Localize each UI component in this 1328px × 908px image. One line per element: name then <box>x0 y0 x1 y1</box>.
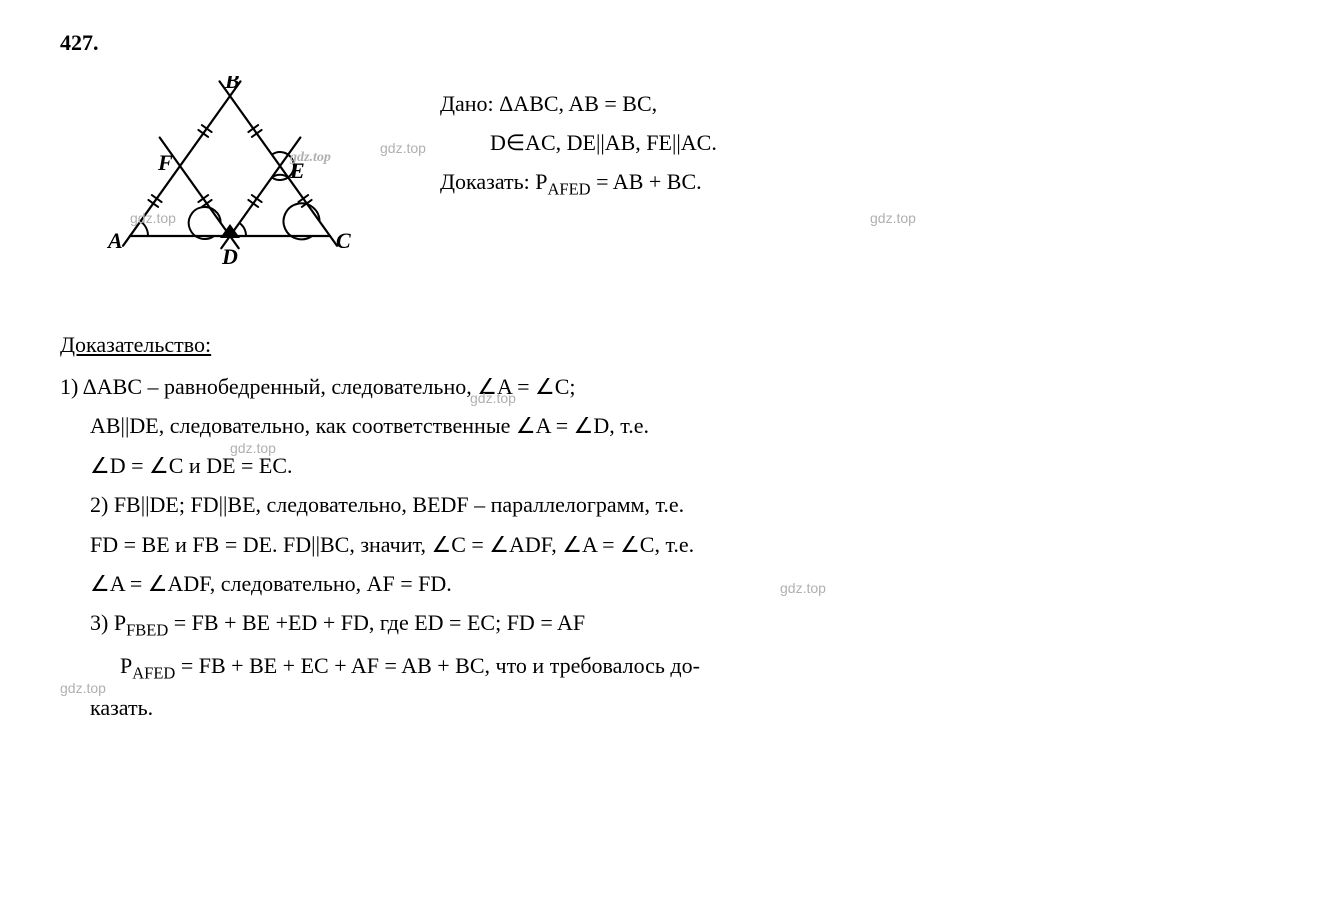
triangle-diagram: ABCDEFgdz.top <box>100 76 380 286</box>
svg-text:F: F <box>157 150 173 175</box>
proof-step-2a: 2) FB||DE; FD||BE, следовательно, BEDF –… <box>60 486 1268 523</box>
given-line-1: Дано: ΔABC, AB = BC, <box>440 86 1268 121</box>
svg-text:C: C <box>336 228 351 253</box>
proof-step-1a: 1) ΔABC – равнобедренный, следовательно,… <box>60 368 1268 405</box>
step3b-suffix: = FB + BE + EC + AF = AB + BC, что и тре… <box>175 653 700 678</box>
proof-heading: Доказательство: <box>60 332 1268 358</box>
step3b-prefix: P <box>120 653 132 678</box>
svg-text:B: B <box>224 76 240 93</box>
top-section: ABCDEFgdz.top Дано: ΔABC, AB = BC, D∈AC,… <box>60 76 1268 292</box>
given-section: Дано: ΔABC, AB = BC, D∈AC, DE||AB, FE||A… <box>440 76 1268 207</box>
prove-suffix: = AB + BC. <box>591 169 702 194</box>
proof-step-2c: ∠A = ∠ADF, следовательно, AF = FD. <box>60 565 1268 602</box>
step3a-suffix: = FB + BE +ED + FD, где ED = EC; FD = AF <box>168 610 585 635</box>
prove-prefix: Доказать: P <box>440 169 548 194</box>
step3b-sub: AFED <box>132 663 175 682</box>
svg-text:D: D <box>221 244 238 269</box>
proof-step-3c: казать. <box>60 689 1268 726</box>
proof-step-1c: ∠D = ∠C и DE = EC. <box>60 447 1268 484</box>
proof-step-3a: 3) PFBED = FB + BE +ED + FD, где ED = EC… <box>60 604 1268 644</box>
prove-sub: AFED <box>548 180 591 199</box>
given-line-2: D∈AC, DE||AB, FE||AC. <box>440 125 1268 160</box>
problem-number: 427. <box>60 30 1268 56</box>
proof-step-3b: PAFED = FB + BE + EC + AF = AB + BC, что… <box>60 647 1268 687</box>
proof-step-1b: AB||DE, следовательно, как соответственн… <box>60 407 1268 444</box>
step3a-prefix: 3) P <box>90 610 126 635</box>
svg-text:A: A <box>106 228 123 253</box>
diagram-container: ABCDEFgdz.top <box>60 76 380 292</box>
given-line-3: Доказать: PAFED = AB + BC. <box>440 164 1268 203</box>
svg-text:gdz.top: gdz.top <box>289 150 331 165</box>
proof-body: 1) ΔABC – равнобедренный, следовательно,… <box>60 368 1268 727</box>
step3a-sub: FBED <box>126 621 168 640</box>
proof-step-2b: FD = BE и FB = DE. FD||BC, значит, ∠C = … <box>60 526 1268 563</box>
